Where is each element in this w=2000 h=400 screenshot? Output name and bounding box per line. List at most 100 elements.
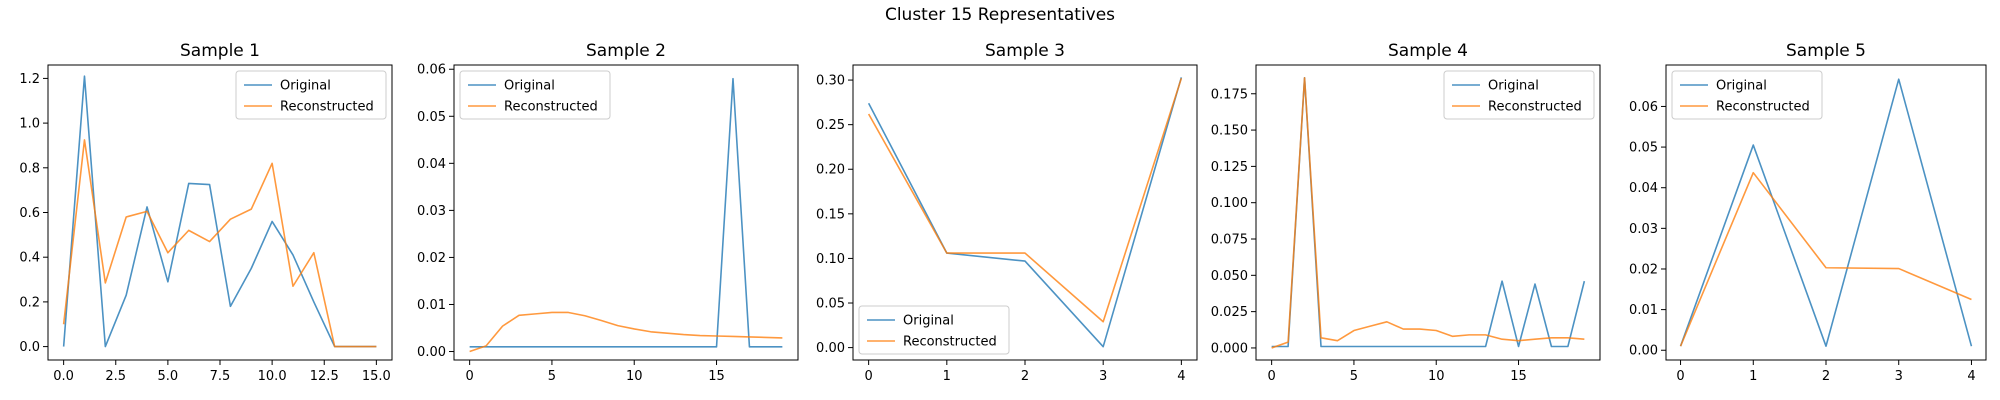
x-tick-label: 5.0 xyxy=(158,369,179,384)
original-series-line xyxy=(1271,76,1586,348)
x-tick-label: 0 xyxy=(864,369,872,384)
y-tick-label: 0.05 xyxy=(417,110,446,125)
x-tick-label: 1 xyxy=(1749,369,1757,384)
legend-label: Reconstructed xyxy=(903,335,997,350)
y-tick-label: 0.175 xyxy=(1211,87,1248,102)
y-tick-label: 0.03 xyxy=(1629,222,1658,237)
x-tick-label: 10 xyxy=(626,369,643,384)
y-tick-label: 0.00 xyxy=(417,345,446,360)
x-tick-label: 3 xyxy=(1099,369,1107,384)
panel-title: Sample 2 xyxy=(586,41,666,61)
y-tick-label: 0.04 xyxy=(1629,181,1658,196)
reconstructed-series-line xyxy=(62,139,377,348)
y-tick-label: 0.075 xyxy=(1211,233,1248,248)
y-tick-label: 0.10 xyxy=(816,252,845,267)
x-tick-label: 7.5 xyxy=(210,369,231,384)
x-tick-label: 10 xyxy=(1428,369,1445,384)
chart-panel: Sample 1 0.0 2.5 5.0 7.5 10.0 12.5 15.0 0.0 0.2 0.… xyxy=(19,41,393,384)
y-tick-label: 0.100 xyxy=(1211,196,1248,211)
axes-frame xyxy=(453,64,799,361)
legend: Original Reconstructed xyxy=(1671,70,1823,120)
x-tick-label: 10.0 xyxy=(258,369,287,384)
axes-frame xyxy=(1255,64,1601,361)
y-tick-label: 0.20 xyxy=(816,163,845,178)
y-tick-label: 0.150 xyxy=(1211,124,1248,139)
chart-panel: Sample 5 0 1 2 3 4 0.00 0.01 0.02 0.03 0.04 0.05 0.0… xyxy=(1629,41,1987,384)
y-tick-label: 0.025 xyxy=(1211,305,1248,320)
legend-label: Reconstructed xyxy=(1716,100,1810,115)
legend-label: Original xyxy=(280,79,331,94)
axes-frame xyxy=(47,64,393,361)
y-tick-label: 0.15 xyxy=(816,207,845,222)
original-series-line xyxy=(867,77,1183,348)
legend-label: Original xyxy=(1488,79,1539,94)
legend-label: Original xyxy=(504,79,555,94)
legend-box xyxy=(1443,70,1595,120)
x-tick-label: 15.0 xyxy=(362,369,391,384)
reconstructed-series-line xyxy=(867,78,1183,323)
y-tick-label: 0.05 xyxy=(1629,141,1658,156)
panel-title: Sample 3 xyxy=(985,41,1065,61)
x-tick-label: 0 xyxy=(1676,369,1684,384)
x-tick-label: 4 xyxy=(1967,369,1975,384)
reconstructed-series-line xyxy=(1271,76,1585,349)
y-tick-label: 0.2 xyxy=(19,295,40,310)
x-tick-label: 3 xyxy=(1895,369,1903,384)
x-tick-label: 0 xyxy=(465,369,473,384)
y-tick-label: 0.05 xyxy=(816,297,845,312)
y-tick-label: 0.06 xyxy=(1629,100,1658,115)
legend: Original Reconstructed xyxy=(1443,70,1595,120)
x-tick-label: 0 xyxy=(1267,369,1275,384)
legend-label: Reconstructed xyxy=(504,100,598,115)
x-tick-label: 5 xyxy=(548,369,556,384)
original-series-line xyxy=(62,75,377,348)
legend-label: Original xyxy=(903,314,954,329)
y-tick-label: 0.8 xyxy=(19,161,40,176)
legend-box xyxy=(858,305,1010,355)
x-tick-label: 2 xyxy=(1822,369,1830,384)
y-tick-label: 0.01 xyxy=(417,298,446,313)
legend-label: Reconstructed xyxy=(280,100,374,115)
x-tick-label: 2.5 xyxy=(105,369,126,384)
y-tick-label: 0.06 xyxy=(417,63,446,78)
y-tick-label: 0.30 xyxy=(816,74,845,89)
legend: Original Reconstructed xyxy=(858,305,1010,355)
x-tick-label: 5 xyxy=(1350,369,1358,384)
reconstructed-series-line xyxy=(1679,171,1972,347)
x-tick-label: 0.0 xyxy=(53,369,74,384)
y-tick-label: 0.00 xyxy=(1629,344,1658,359)
y-tick-label: 0.000 xyxy=(1211,341,1248,356)
y-tick-label: 0.02 xyxy=(1629,262,1658,277)
y-tick-label: 0.03 xyxy=(417,204,446,219)
y-tick-label: 0.125 xyxy=(1211,160,1248,175)
x-tick-label: 2 xyxy=(1021,369,1029,384)
legend-box xyxy=(1671,70,1823,120)
chart-panel: Sample 3 0 1 2 3 4 0.00 0.05 0.10 0.15 0.20 0.25 0.3… xyxy=(816,41,1198,384)
y-tick-label: 0.050 xyxy=(1211,269,1248,284)
legend-label: Original xyxy=(1716,79,1767,94)
y-tick-label: 0.04 xyxy=(417,157,446,172)
legend-box xyxy=(235,70,387,120)
original-series-line xyxy=(1679,78,1973,347)
legend-box xyxy=(459,70,611,120)
axes-frame xyxy=(1665,64,1987,361)
y-tick-label: 0.25 xyxy=(816,118,845,133)
x-tick-label: 1 xyxy=(943,369,951,384)
x-tick-label: 4 xyxy=(1177,369,1185,384)
y-tick-label: 1.2 xyxy=(19,72,40,87)
chart-panels: Sample 1 0.0 2.5 5.0 7.5 10.0 12.5 15.0 0.0 0.2 0.… xyxy=(19,41,1987,384)
y-tick-label: 0.4 xyxy=(19,251,40,266)
figure-title: Cluster 15 Representatives xyxy=(885,5,1115,25)
legend: Original Reconstructed xyxy=(235,70,387,120)
panel-title: Sample 5 xyxy=(1786,41,1866,61)
y-tick-label: 0.02 xyxy=(417,251,446,266)
x-tick-label: 15 xyxy=(708,369,725,384)
y-tick-label: 0.6 xyxy=(19,206,40,221)
y-tick-label: 0.00 xyxy=(816,341,845,356)
legend-label: Reconstructed xyxy=(1488,100,1582,115)
y-tick-label: 1.0 xyxy=(19,117,40,132)
axes-frame xyxy=(852,64,1198,361)
chart-panel: Sample 4 0 5 10 15 0.000 0.025 0.050 0.075 0.100 0… xyxy=(1211,41,1601,384)
y-tick-label: 0.01 xyxy=(1629,303,1658,318)
